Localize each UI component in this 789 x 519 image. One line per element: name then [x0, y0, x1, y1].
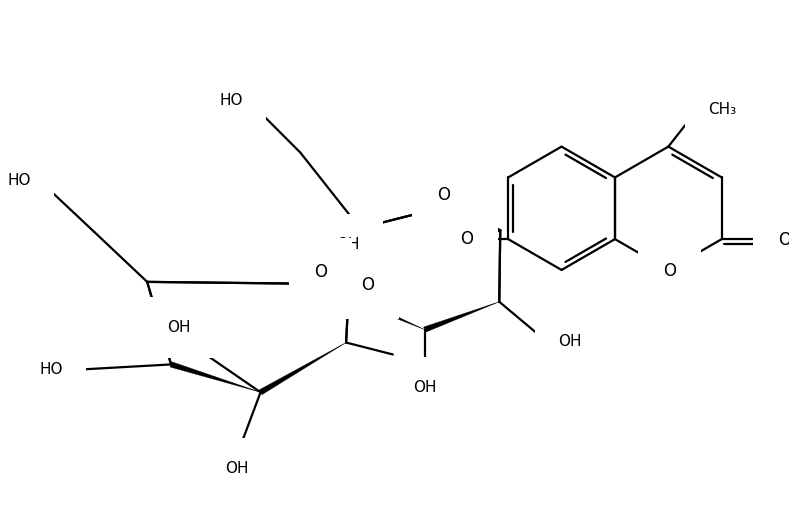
Text: O: O	[663, 262, 676, 280]
Text: HO: HO	[219, 93, 243, 108]
Text: O: O	[361, 276, 375, 294]
Text: OH: OH	[167, 320, 191, 335]
Text: O: O	[437, 186, 450, 204]
Text: HO: HO	[7, 173, 31, 188]
Text: O: O	[778, 231, 789, 249]
Text: CH₃: CH₃	[708, 102, 736, 117]
Text: OH: OH	[413, 380, 436, 395]
Polygon shape	[260, 343, 346, 394]
Text: OH: OH	[225, 461, 249, 476]
Text: O: O	[314, 263, 327, 281]
Polygon shape	[424, 302, 499, 332]
Polygon shape	[170, 362, 260, 392]
Text: O: O	[460, 230, 473, 248]
Text: OH: OH	[558, 334, 581, 349]
Text: OH: OH	[336, 237, 360, 252]
Polygon shape	[350, 295, 424, 330]
Text: HO: HO	[39, 362, 62, 377]
